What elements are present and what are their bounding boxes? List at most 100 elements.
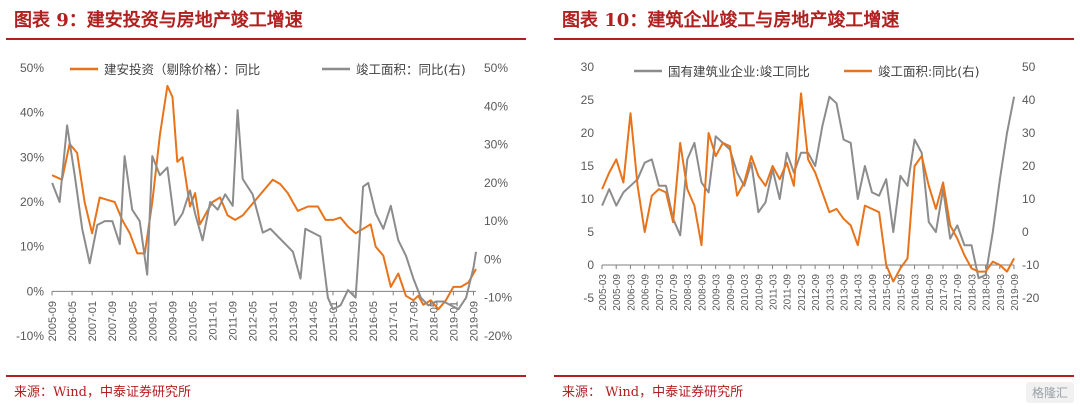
left-x-tick-label: 2009-09 (167, 301, 179, 341)
left-right-tick-label: 40% (484, 99, 508, 113)
left-x-tick-label: 2012-05 (248, 301, 260, 341)
right-x-tick-label: 2008-09 (697, 274, 708, 311)
right-x-tick-label: 2012-03 (797, 274, 808, 311)
right-x-tick-label: 2009-03 (712, 274, 723, 311)
right-right-tick-label: 0 (1022, 225, 1029, 239)
right-right-tick-label: -20 (1022, 291, 1040, 305)
left-x-tick-label: 2005-09 (47, 301, 59, 341)
right-source-divider (554, 375, 1074, 377)
right-x-tick-label: 2005-03 (598, 274, 609, 311)
right-x-tick-label: 2014-03 (854, 274, 865, 311)
right-series-line-1 (601, 95, 1016, 280)
right-x-tick-label: 2013-03 (825, 274, 836, 311)
left-x-tick-label: 2019-01 (448, 301, 460, 341)
left-x-tick-label: 2011-01 (208, 301, 220, 341)
right-x-tick-label: 2009-09 (726, 274, 737, 311)
left-right-tick-label: 0% (484, 252, 502, 266)
right-x-tick-label: 2019-03 (996, 274, 1007, 311)
left-right-tick-label: 10% (484, 214, 508, 228)
right-x-tick-label: 2005-09 (612, 274, 623, 311)
watermark-logo: 格隆汇 (1025, 382, 1074, 403)
right-title-divider (554, 38, 1074, 40)
right-left-tick-label: 15 (581, 159, 595, 173)
left-x-tick-label: 2014-05 (308, 301, 320, 341)
right-left-tick-label: 20 (581, 126, 595, 140)
left-x-tick-label: 2011-09 (228, 301, 240, 341)
right-x-tick-label: 2007-09 (669, 274, 680, 311)
left-x-tick-label: 2015-09 (348, 301, 360, 341)
left-chart-title: 图表 9：建安投资与房地产竣工增速 (14, 10, 303, 31)
left-right-tick-label: -20% (484, 329, 512, 343)
right-chart-title: 图表 10：建筑企业竣工与房地产竣工增速 (562, 10, 900, 31)
left-right-tick-label: 20% (484, 176, 508, 190)
left-legend-label-1: 建安投资（剔除价格）：同比 (104, 62, 260, 77)
right-x-tick-label: 2013-09 (840, 274, 851, 311)
left-left-tick-label: 40% (20, 106, 44, 120)
left-x-tick-label: 2019-09 (469, 301, 481, 341)
right-x-tick-label: 2011-09 (783, 274, 794, 310)
left-x-tick-label: 2013-09 (288, 301, 300, 341)
left-x-tick-label: 2017-09 (408, 301, 420, 341)
left-x-tick-label: 2006-05 (67, 301, 79, 341)
left-left-tick-label: 50% (20, 61, 44, 75)
left-x-tick-label: 2016-05 (368, 301, 380, 341)
right-series-line-2 (601, 92, 1015, 283)
right-right-tick-label: 20 (1022, 159, 1036, 173)
right-legend-label-2: 竣工面积:同比(右) (878, 64, 979, 79)
right-left-tick-label: 10 (581, 192, 595, 206)
right-right-tick-label: 40 (1022, 93, 1036, 107)
right-right-tick-label: 50 (1022, 60, 1036, 74)
right-x-tick-label: 2008-03 (683, 274, 694, 311)
right-chart-source: 来源： Wind，中泰证券研究所 (562, 385, 744, 400)
left-left-tick-label: 30% (20, 150, 44, 164)
right-x-tick-label: 2007-03 (655, 274, 666, 311)
right-left-tick-label: 30 (581, 60, 595, 74)
left-left-tick-label: 20% (20, 195, 44, 209)
left-legend-label-2: 竣工面积：同比(右) (356, 62, 466, 77)
left-left-tick-label: 0% (27, 284, 45, 298)
left-right-tick-label: -10% (484, 291, 512, 305)
left-left-tick-label: -10% (16, 329, 44, 343)
left-x-tick-label: 2015-01 (328, 301, 340, 341)
right-left-tick-label: 5 (587, 225, 594, 239)
left-x-tick-label: 2007-01 (87, 301, 99, 341)
right-x-tick-label: 2016-03 (911, 274, 922, 311)
right-x-tick-label: 2010-09 (754, 274, 765, 311)
left-x-tick-label: 2017-01 (388, 301, 400, 341)
right-x-tick-label: 2006-03 (626, 274, 637, 311)
left-right-tick-label: 30% (484, 138, 508, 152)
right-x-tick-label: 2017-09 (953, 274, 964, 311)
right-x-tick-label: 2006-09 (641, 274, 652, 311)
right-right-tick-label: -10 (1022, 258, 1040, 272)
right-left-tick-label: -5 (583, 291, 594, 305)
right-x-tick-label: 2017-03 (939, 274, 950, 311)
right-x-tick-label: 2012-09 (811, 274, 822, 311)
left-x-tick-label: 2018-05 (428, 301, 440, 341)
right-x-tick-label: 2011-03 (768, 274, 779, 310)
right-right-tick-label: 30 (1022, 126, 1036, 140)
left-chart: -10% 0% 10% 20% 30% 40% 50% -20% -10% 0% 10% 20% 30%… (16, 61, 512, 343)
left-source-divider (6, 375, 526, 377)
left-series-line-2 (51, 109, 477, 311)
right-left-tick-label: 25 (581, 93, 595, 107)
right-x-tick-label: 2015-03 (882, 274, 893, 311)
left-title-divider (6, 38, 526, 40)
right-right-tick-label: 10 (1022, 192, 1036, 206)
right-left-tick-label: 0 (587, 258, 594, 272)
right-chart-panel: 图表 10：建筑企业竣工与房地产竣工增速 -5 0 5 10 15 20 25 30 -20 -1… (548, 0, 1080, 407)
right-x-tick-label: 2019-09 (1010, 274, 1021, 311)
right-legend-label-1: 国有建筑业企业:竣工同比 (668, 64, 810, 79)
left-x-tick-label: 2010-05 (187, 301, 199, 341)
right-x-tick-label: 2016-09 (925, 274, 936, 311)
right-x-tick-label: 2014-09 (868, 274, 879, 311)
right-x-tick-label: 2010-03 (740, 274, 751, 311)
left-chart-panel: 图表 9：建安投资与房地产竣工增速 -10% 0% 10% 20% 30% 40% 50% -… (0, 0, 532, 407)
left-chart-source: 来源：Wind，中泰证券研究所 (14, 385, 191, 400)
left-x-tick-label: 2013-01 (268, 301, 280, 341)
left-series-line-1 (51, 84, 477, 311)
right-x-tick-label: 2015-09 (896, 274, 907, 311)
left-x-tick-label: 2009-01 (147, 301, 159, 341)
left-x-tick-label: 2008-05 (127, 301, 139, 341)
left-right-tick-label: 50% (484, 61, 508, 75)
